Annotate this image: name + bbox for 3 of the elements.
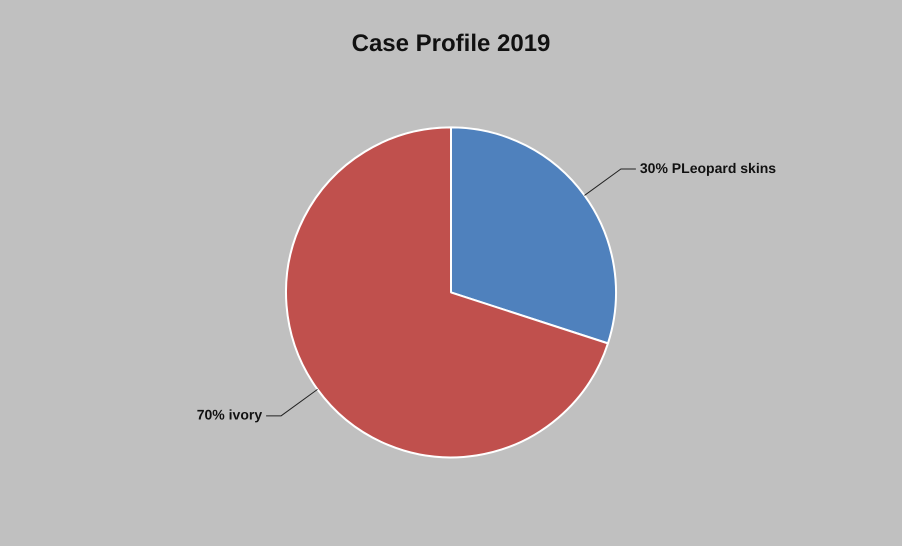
slice-label: 70% ivory (196, 406, 262, 423)
slice-label: 30% PLeopard skins (640, 160, 776, 176)
chart-title: Case Profile 2019 (352, 30, 550, 58)
